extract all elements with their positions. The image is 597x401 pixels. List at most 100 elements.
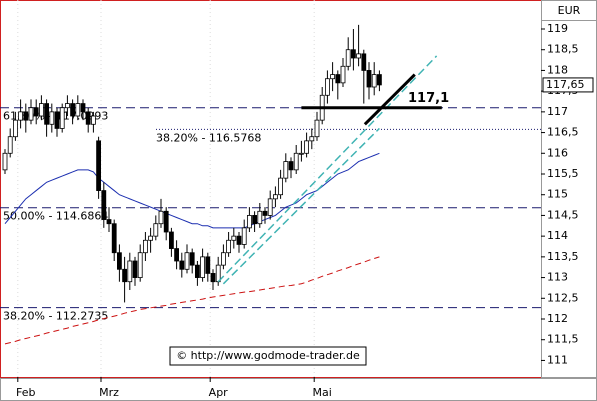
last-price-box [542, 77, 594, 93]
candle-body [205, 256, 211, 274]
candle-body [91, 115, 96, 125]
candle-body [117, 252, 122, 270]
candle-body [278, 177, 284, 196]
candle-body [158, 210, 164, 225]
candle-body [324, 78, 330, 96]
y-tick-label: 112 [547, 312, 568, 325]
candle-body [127, 260, 133, 283]
candle-body [309, 136, 315, 142]
candle-body [18, 111, 24, 121]
candle-body [371, 74, 377, 88]
candle-body [252, 215, 258, 225]
y-tick-label: 115,5 [547, 167, 579, 180]
candle-body [293, 152, 299, 171]
y-tick-label: 111,5 [547, 333, 579, 346]
candle-body [39, 103, 44, 117]
fib-label: 38.20% - 112.2735 [3, 310, 108, 323]
candle-body [174, 248, 180, 262]
y-tick-label: 118 [547, 63, 568, 76]
moving-average [4, 256, 380, 345]
y-tick-label: 115 [547, 188, 568, 201]
candle-body [241, 227, 247, 245]
candle-body [189, 252, 195, 266]
candle-body [70, 103, 75, 117]
last-price: 117,65 [546, 78, 585, 91]
candle-body [122, 268, 127, 283]
candle-body [75, 103, 81, 117]
y-tick-label: 116,5 [547, 126, 579, 139]
candle-body [153, 223, 159, 237]
candle-body [168, 231, 174, 249]
candle-body [304, 140, 310, 154]
candle-body [85, 111, 91, 125]
candle-body [350, 49, 356, 59]
candle-body [283, 161, 289, 179]
candle-body [335, 74, 341, 84]
candle-body [257, 210, 263, 225]
candle-body [44, 103, 49, 125]
candle-body [96, 140, 101, 191]
candle-body [220, 252, 226, 266]
candle-body [137, 252, 143, 278]
candle-body [179, 260, 185, 270]
candle-body [262, 210, 268, 216]
axis-frame [541, 0, 597, 378]
candle-body [7, 136, 13, 154]
candle-body [80, 103, 86, 113]
plot-frame [0, 0, 542, 378]
y-tick-label: 114 [547, 229, 568, 242]
candle-body [272, 194, 278, 200]
y-tick-label: 117 [547, 105, 568, 118]
y-tick-label: 114,5 [547, 208, 579, 221]
y-tick-label: 116 [547, 146, 568, 159]
candle-body [28, 107, 34, 121]
candle-body [298, 152, 304, 155]
x-tick-label: Mai [313, 386, 332, 399]
candle-body [236, 235, 242, 245]
trendline [363, 73, 416, 126]
x-tick-label: Feb [16, 386, 35, 399]
fib-label: 50.00% - 114.6864 [3, 210, 108, 223]
candle-body [200, 256, 206, 278]
candle-body [226, 239, 232, 254]
candle-body [361, 53, 367, 71]
candle-body [356, 53, 362, 59]
y-tick-label: 111 [547, 353, 568, 366]
candle-body [54, 111, 60, 129]
candle-body [12, 119, 18, 138]
candle-body [330, 74, 336, 80]
copyright-box [169, 346, 367, 366]
trendline [222, 127, 380, 285]
y-tick-label: 113,5 [547, 250, 579, 263]
candle-body [345, 49, 351, 67]
currency: EUR [558, 4, 581, 17]
candle-body [101, 190, 107, 220]
candle-body [59, 107, 65, 129]
candle-body [148, 235, 154, 241]
y-tick-label: 113 [547, 271, 568, 284]
y-tick-label: 112,5 [547, 291, 579, 304]
copyright: © http://www.godmode-trader.de [176, 349, 360, 362]
x-tick-label: Mrz [99, 386, 119, 399]
candle-body [33, 107, 39, 117]
candle-body [132, 260, 138, 278]
y-tick-label: 118,5 [547, 43, 579, 56]
y-tick-label: 119 [547, 22, 568, 35]
candle-body [65, 103, 70, 109]
fib-label: 38.20% - 116.5768 [156, 131, 261, 144]
candle-body [111, 223, 117, 254]
candle-body [340, 65, 346, 84]
candle-body [23, 111, 29, 121]
marker-label: 117,1 [408, 91, 449, 106]
candle-body [184, 252, 190, 270]
trendline [217, 55, 438, 283]
candle-body [314, 119, 320, 138]
candle-body [366, 70, 372, 88]
candle-body [142, 239, 148, 254]
x-tick-label: Apr [209, 386, 229, 399]
candle-body [163, 210, 169, 233]
candle-body [246, 215, 252, 229]
candle-body [231, 235, 237, 241]
candle-body [267, 198, 273, 216]
